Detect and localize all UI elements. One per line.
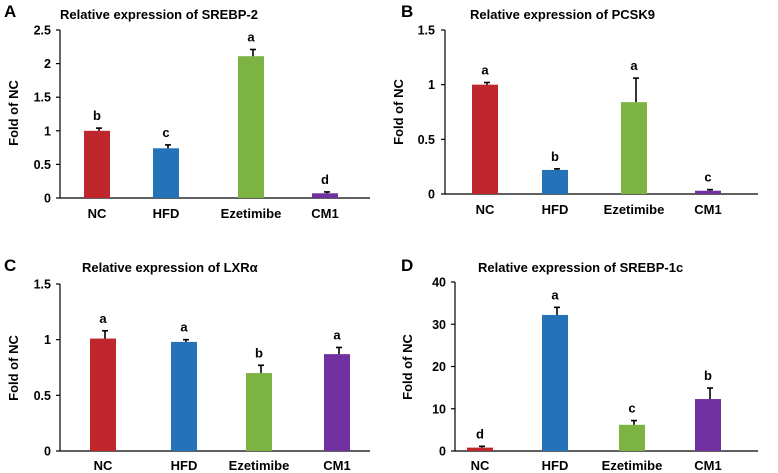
significance-label: c bbox=[162, 125, 169, 140]
bar-ezetimibe bbox=[246, 373, 272, 451]
bar-hfd bbox=[542, 169, 568, 194]
y-axis-label: Fold of NC bbox=[6, 80, 21, 146]
bar-cm1 bbox=[695, 190, 721, 194]
significance-label: a bbox=[247, 29, 255, 44]
bar-hfd bbox=[171, 341, 197, 451]
y-tick-label: 0 bbox=[44, 445, 51, 459]
category-label: CM1 bbox=[311, 206, 338, 221]
significance-label: b bbox=[255, 345, 263, 360]
y-tick-label: 1 bbox=[44, 333, 51, 347]
significance-label: a bbox=[99, 311, 107, 326]
category-label: HFD bbox=[153, 206, 180, 221]
significance-label: a bbox=[630, 58, 638, 73]
panel-letter: B bbox=[401, 2, 413, 21]
y-tick-label: 0.5 bbox=[34, 389, 51, 403]
significance-label: a bbox=[333, 327, 341, 342]
category-label: HFD bbox=[542, 202, 569, 217]
y-tick-label: 20 bbox=[432, 360, 446, 374]
significance-label: d bbox=[321, 172, 329, 187]
significance-label: a bbox=[551, 287, 559, 302]
y-tick-label: 1.5 bbox=[34, 278, 51, 292]
bar-nc bbox=[84, 130, 110, 198]
y-tick-label: 0.5 bbox=[418, 133, 435, 147]
category-label: Ezetimibe bbox=[229, 458, 290, 473]
bar-cm1 bbox=[695, 399, 721, 451]
bar-cm1 bbox=[312, 193, 338, 198]
significance-label: b bbox=[551, 149, 559, 164]
y-axis-label: Fold of NC bbox=[6, 335, 21, 401]
category-label: NC bbox=[476, 202, 495, 217]
y-tick-label: 1.5 bbox=[34, 91, 51, 105]
panel-c: C Relative expression of LXRα Fold of NC 0 0… bbox=[4, 256, 370, 473]
category-label: CM1 bbox=[323, 458, 350, 473]
bar-ezetimibe bbox=[619, 424, 645, 451]
significance-label: b bbox=[93, 108, 101, 123]
bar-nc bbox=[472, 84, 498, 194]
y-tick-label: 2 bbox=[44, 57, 51, 71]
panel-d: D Relative expression of SREBP-1c Fold of … bbox=[400, 256, 758, 473]
significance-label: c bbox=[704, 170, 711, 185]
panel-letter: C bbox=[4, 256, 16, 275]
category-label: Ezetimibe bbox=[604, 202, 665, 217]
y-tick-label: 0.5 bbox=[34, 158, 51, 172]
significance-label: b bbox=[704, 368, 712, 383]
chart-title: Relative expression of PCSK9 bbox=[470, 7, 655, 22]
category-label: Ezetimibe bbox=[602, 458, 663, 473]
significance-label: a bbox=[481, 62, 489, 77]
y-tick-label: 2.5 bbox=[34, 24, 51, 38]
panel-letter: A bbox=[4, 2, 16, 21]
panel-b: B Relative expression of PCSK9 Fold of NC 0… bbox=[391, 2, 758, 217]
y-tick-label: 30 bbox=[432, 318, 446, 332]
category-label: HFD bbox=[171, 458, 198, 473]
significance-label: c bbox=[628, 401, 635, 416]
y-tick-label: 1 bbox=[428, 78, 435, 92]
y-axis-label: Fold of NC bbox=[391, 79, 406, 145]
bar-hfd bbox=[542, 314, 568, 451]
y-axis-label: Fold of NC bbox=[400, 334, 415, 400]
significance-label: a bbox=[180, 320, 188, 335]
y-tick-label: 1.5 bbox=[418, 24, 435, 38]
y-tick-label: 40 bbox=[432, 276, 446, 290]
panel-a: A Relative expression of SREBP-2 Fold of N… bbox=[4, 2, 370, 221]
bar-cm1 bbox=[324, 354, 350, 451]
bar-ezetimibe bbox=[238, 56, 264, 198]
y-tick-label: 1 bbox=[44, 124, 51, 138]
y-tick-label: 0 bbox=[428, 188, 435, 202]
bar-nc bbox=[467, 447, 493, 451]
category-label: CM1 bbox=[694, 202, 721, 217]
category-label: NC bbox=[471, 458, 490, 473]
bar-nc bbox=[90, 338, 116, 451]
bar-hfd bbox=[153, 148, 179, 198]
category-label: CM1 bbox=[694, 458, 721, 473]
chart-title: Relative expression of LXRα bbox=[82, 260, 258, 275]
significance-label: d bbox=[476, 426, 484, 441]
chart-title: Relative expression of SREBP-1c bbox=[478, 260, 683, 275]
category-label: Ezetimibe bbox=[221, 206, 282, 221]
category-label: HFD bbox=[542, 458, 569, 473]
y-tick-label: 0 bbox=[439, 445, 446, 459]
category-label: NC bbox=[88, 206, 107, 221]
bar-ezetimibe bbox=[621, 102, 647, 194]
panel-letter: D bbox=[401, 256, 413, 275]
chart-title: Relative expression of SREBP-2 bbox=[60, 7, 258, 22]
y-tick-label: 10 bbox=[432, 402, 446, 416]
category-label: NC bbox=[94, 458, 113, 473]
y-tick-label: 0 bbox=[44, 192, 51, 206]
